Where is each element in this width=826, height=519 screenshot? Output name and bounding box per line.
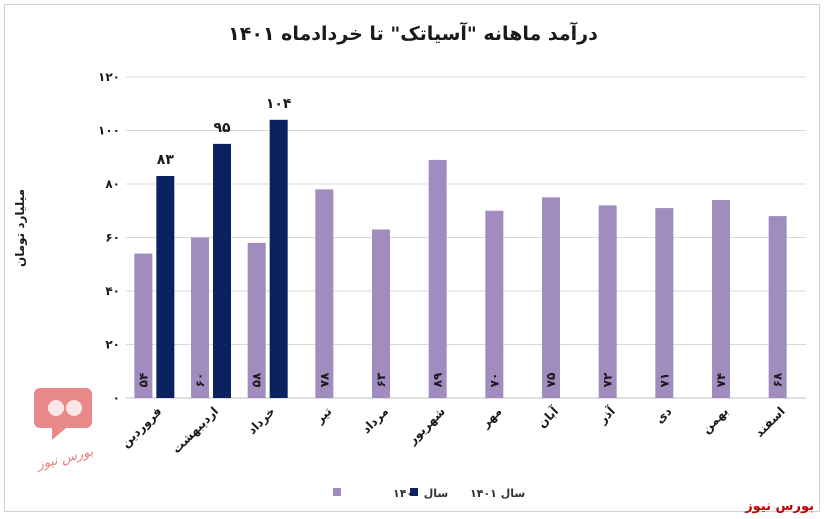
bar-1400	[655, 208, 674, 398]
bar-1400	[598, 205, 617, 398]
bar-1400	[191, 237, 209, 398]
data-label-1400: ۷۱	[657, 373, 671, 388]
data-label-1400: ۵۴	[136, 373, 150, 388]
x-tick-label: آبان	[534, 403, 562, 431]
x-tick-label: تیر	[312, 404, 335, 427]
legend-label-0: سال ۱۴۰۰	[393, 487, 448, 500]
x-tick-label: بهمن	[699, 404, 731, 436]
x-tick-label: دی	[652, 404, 674, 426]
bar-1400	[247, 242, 266, 398]
y-tick-label: ۰	[113, 391, 120, 405]
data-label-1401: ۱۰۴	[266, 96, 292, 112]
data-label-1400: ۷۸	[317, 372, 331, 387]
x-tick-label: مرداد	[359, 404, 391, 436]
bar-1400	[315, 189, 334, 398]
x-tick-label: اسفند	[752, 404, 788, 440]
credit-text: بورس نیوز	[745, 499, 814, 514]
data-label-1400: ۶۳	[374, 372, 388, 387]
data-label-1400: ۷۰	[487, 373, 501, 388]
legend: سال ۱۴۰۰ سال ۱۴۰۱	[333, 487, 525, 500]
watermark-text: بورس نیوز	[34, 444, 95, 473]
bar-1400	[542, 197, 560, 398]
legend-label-1: سال ۱۴۰۱	[470, 487, 525, 500]
data-label-1400: ۷۴	[714, 373, 728, 388]
bar-1401	[269, 119, 288, 399]
y-tick-label: ۱۲۰	[98, 70, 120, 84]
x-tick-label: خرداد	[245, 404, 278, 437]
legend-swatch-0	[333, 488, 341, 496]
grid-layer: ۰ ۲۰ ۴۰ ۶۰ ۸۰ ۱۰۰ ۱۲۰	[98, 70, 806, 405]
y-tick-label: ۴۰	[105, 284, 120, 298]
x-tick-label: مهر	[478, 404, 505, 431]
y-axis-label: میلیارد تومان	[13, 189, 28, 267]
y-tick-label: ۶۰	[105, 231, 120, 245]
data-label-1400: ۷۵	[544, 373, 558, 388]
y-tick-label: ۲۰	[105, 338, 120, 352]
bar-1400	[428, 159, 447, 398]
x-tick-label: اردیبهشت	[169, 404, 221, 456]
data-label-1400: ۵۸	[250, 372, 264, 387]
data-label-1401: ۹۵	[213, 120, 231, 136]
x-tick-label: شهریور	[405, 404, 449, 448]
legend-swatch-1	[410, 488, 418, 496]
bar-1401	[213, 143, 231, 398]
data-label-1401: ۸۳	[157, 152, 175, 168]
bar-1400	[372, 229, 390, 398]
watermark-logo: بورس نیوز	[34, 388, 95, 473]
y-tick-label: ۸۰	[105, 177, 120, 191]
bar-1400	[768, 216, 787, 398]
data-label-1400: ۶۸	[771, 372, 785, 387]
chart-frame	[4, 4, 820, 512]
bars-layer	[134, 119, 787, 399]
bar-1401	[156, 175, 175, 398]
data-label-1400: ۶۰	[193, 373, 207, 388]
bar-1400	[712, 200, 730, 398]
data-label-1400: ۸۹	[431, 372, 445, 387]
x-tick-label: آذر	[594, 403, 618, 427]
bar-1400	[485, 210, 504, 398]
x-tick-label: فروردین	[118, 404, 165, 451]
bar-1400	[134, 253, 153, 398]
chart-title: درآمد ماهانه "آسیاتک" تا خردادماه ۱۴۰۱	[228, 21, 598, 45]
y-tick-label: ۱۰۰	[98, 124, 120, 138]
data-label-1400: ۷۲	[601, 372, 615, 387]
